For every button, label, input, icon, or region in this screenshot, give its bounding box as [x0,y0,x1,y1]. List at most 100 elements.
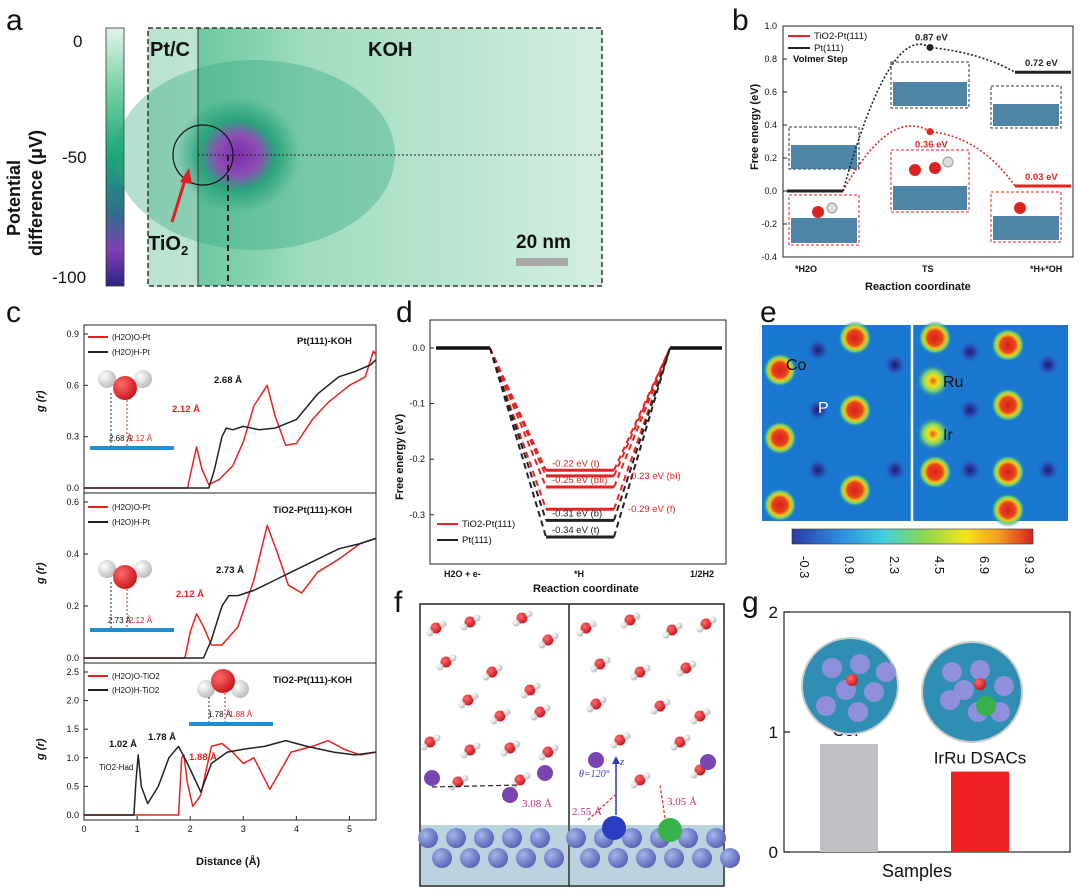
panel-e: e Co P Ru Ir -0.3 0.9 2.3 4.5 6.9 9.3 [760,296,1068,578]
b-ytick-label: 0.6 [764,87,777,97]
g-cop-o-atom [846,674,858,686]
d-legend-0: TiO2-Pt(111) [462,519,515,530]
c2-ytick-label: 0.5 [66,781,79,791]
f-h-atom [525,610,533,618]
b-ytick-label: -0.4 [761,252,777,262]
c2-ytick-label: 0.0 [66,810,79,820]
d-connector-right [613,347,671,477]
c1-water-inset: 2.73 Å 2.12 Å [90,560,174,632]
f-distance-guide [659,784,666,819]
e-colorbar-tick: 4.5 [932,556,947,574]
f-h-atom [473,614,481,622]
c-xtick-label: 0 [81,824,86,834]
g-irru-atom [954,680,974,700]
e-charge-spot [991,455,1025,489]
tio2-label: TiO2 [148,233,188,258]
f-slab-atom [530,828,550,848]
c1-inset-1: 2.12 Å [129,616,153,625]
f-o-atom [614,734,626,746]
c1-legend-0: (H2O)O-Pt [112,503,151,512]
e-atom-p: P [818,400,829,417]
f-h-atom [620,621,628,629]
d-connector-right [613,347,671,488]
c0-surface [90,446,174,450]
c-xtick-label: 2 [188,824,193,834]
b-final-label: 0.03 eV [1025,172,1058,183]
c2-annot-1: 1.78 Å [148,732,176,743]
map-a-frame [147,27,603,287]
e-atom-co: Co [786,357,807,374]
f-h-atom [633,612,641,620]
d-legend-1: Pt(111) [462,535,492,546]
f-h-atom [586,705,594,713]
f-h-atom [610,741,618,749]
c0-o-atom [113,376,137,400]
g-cop-atom [822,658,842,678]
f-z-label: z [619,756,625,768]
f-o-atom [542,634,554,646]
f-slab-atom [692,848,712,868]
panel-label-g: g [742,586,759,619]
colorbar-a [105,27,125,287]
b-ts-label: 0.87 eV [915,32,948,43]
b-inset-slab [893,186,967,210]
d-level-label: -0.22 eV (t) [552,458,600,469]
f-slab-atom [706,828,726,848]
f-dist-left: 3.08 Å [522,798,552,810]
b-ts-label: 0.36 eV [915,140,948,151]
c0-title: Pt(111)-KOH [297,336,352,347]
f-o-atom [464,744,476,756]
f-h-atom [690,717,698,725]
d-ylabel: Free energy (eV) [394,413,406,500]
b-inset-h2o-tio2 [788,194,860,246]
f-h-atom [662,631,670,639]
f-h-atom [696,625,704,633]
f-h-atom [603,656,611,664]
c1-series-1 [84,537,377,659]
f-distance-guide [587,794,616,821]
panel-label-e: e [760,296,777,329]
f-h-atom [449,654,457,662]
c2-inset-1: 1.88 Å [229,710,253,719]
g-structure-atoms [816,654,1014,722]
e-density-spots [763,321,1060,527]
f-h-atom [513,740,521,748]
f-slab-atoms [418,816,740,868]
f-slab-atom [566,828,586,848]
g-bar-1 [951,771,1009,852]
b-inset-slab [993,104,1059,126]
b-ts-point [926,128,934,136]
tio2-circle [172,124,234,186]
d-xtick-1: *H [574,569,584,579]
f-o-atom [516,612,528,624]
f-h-atom [482,673,490,681]
c1-ytick-label: 0.4 [66,549,79,559]
b-inset-ts-pt [890,61,970,109]
g-cop-atom [864,682,884,702]
f-o-atom [666,624,678,636]
f-h-atom [543,704,551,712]
f-h-atom [599,696,607,704]
d-connector-left [489,347,547,538]
d-xlabel: Reaction coordinate [533,583,639,595]
f-o-atom [542,746,554,758]
f-slab-atom [418,828,438,848]
b-ytick-label: 0.0 [764,186,777,196]
e-colorbar-tick: -0.3 [797,556,812,578]
c1-ytick-label: 0.6 [66,497,79,507]
e-charge-spot [991,493,1025,527]
f-theta: θ=120° [579,769,610,780]
f-slab-atom [544,848,564,868]
c0-ytick-label: 0.0 [66,483,79,493]
c1-o-atom [113,565,137,589]
d-connector-left [489,347,547,510]
c2-title: TiO2-Pt(111)-KOH [273,675,352,686]
tio2-arrow [170,179,187,223]
d-level-label: -0.31 eV (b) [552,508,602,519]
c0-legend-1: (H2O)H-Pt [112,348,151,357]
c0-water-inset: 2.68 Å 2.12 Å [90,370,174,450]
c1-series-0 [84,524,377,659]
d-connector-right [613,347,671,538]
b-inset-atom [909,164,921,176]
e-ru-spot [916,364,950,398]
